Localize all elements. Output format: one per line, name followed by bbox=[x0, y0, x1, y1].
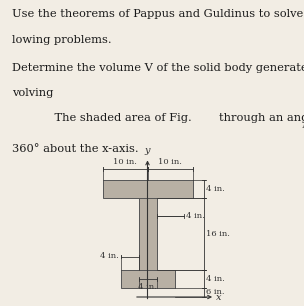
Text: volving: volving bbox=[12, 88, 54, 98]
Text: 10 in.: 10 in. bbox=[158, 158, 182, 166]
Text: 4 in.: 4 in. bbox=[186, 212, 205, 220]
Text: 4 in.: 4 in. bbox=[206, 185, 225, 193]
Text: f: f bbox=[302, 119, 304, 128]
Text: 4 in.: 4 in. bbox=[206, 275, 225, 283]
Text: 4 in.: 4 in. bbox=[99, 252, 118, 260]
Text: 16 in.: 16 in. bbox=[206, 230, 230, 238]
Text: lowing problems.: lowing problems. bbox=[12, 35, 112, 45]
Bar bbox=[120, 270, 174, 288]
Bar bbox=[139, 198, 157, 270]
Text: 6 in.: 6 in. bbox=[206, 289, 224, 297]
Bar bbox=[102, 180, 192, 198]
Text: 10 in.: 10 in. bbox=[113, 158, 137, 166]
Text: x: x bbox=[216, 293, 222, 301]
Text: y: y bbox=[145, 146, 150, 155]
Text: Determine the volume V of the solid body generated by re-: Determine the volume V of the solid body… bbox=[12, 63, 304, 73]
Text: The shaded area of Fig.: The shaded area of Fig. bbox=[40, 113, 191, 123]
Text: 4 in.: 4 in. bbox=[138, 283, 157, 291]
Text: through an angle of: through an angle of bbox=[219, 113, 304, 123]
Text: Use the theorems of Pappus and Guldinus to solve the fol-: Use the theorems of Pappus and Guldinus … bbox=[12, 9, 304, 19]
Text: 360° about the x-axis.: 360° about the x-axis. bbox=[12, 144, 139, 155]
